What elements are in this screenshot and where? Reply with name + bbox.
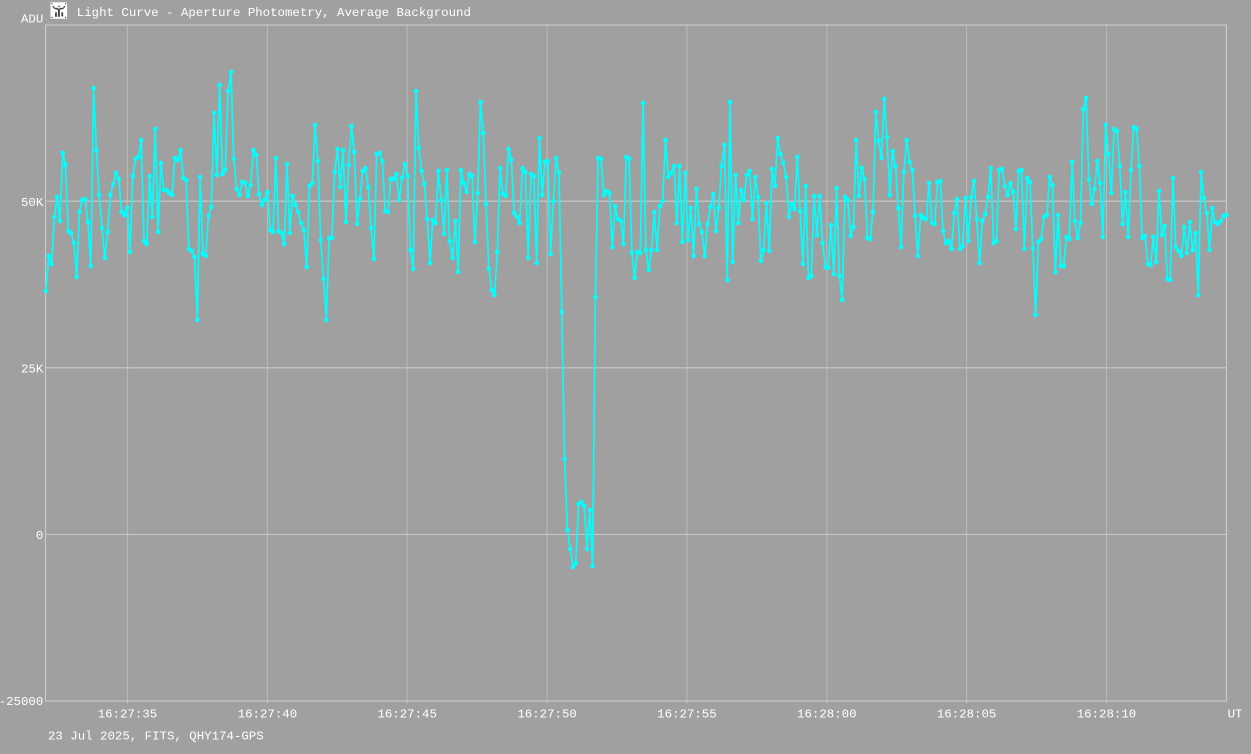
svg-text:16:27:35: 16:27:35	[98, 708, 158, 722]
svg-text:16:28:05: 16:28:05	[937, 708, 997, 722]
svg-text:25K: 25K	[21, 362, 44, 376]
svg-text:16:28:00: 16:28:00	[797, 708, 857, 722]
svg-text:16:28:10: 16:28:10	[1077, 708, 1137, 722]
svg-text:50K: 50K	[21, 196, 44, 210]
svg-text:ADU: ADU	[21, 12, 43, 26]
svg-text:16:27:55: 16:27:55	[657, 708, 717, 722]
svg-text:UT: UT	[1228, 708, 1243, 722]
svg-text:16:27:50: 16:27:50	[517, 708, 577, 722]
svg-text:16:27:40: 16:27:40	[238, 708, 298, 722]
svg-text:Light Curve - Aperture Photome: Light Curve - Aperture Photometry, Avera…	[77, 6, 471, 20]
svg-text:0: 0	[36, 529, 43, 543]
svg-text:-25000: -25000	[0, 695, 43, 709]
svg-text:16:27:45: 16:27:45	[377, 708, 437, 722]
svg-text:23 Jul 2025, FITS, QHY174-GPS: 23 Jul 2025, FITS, QHY174-GPS	[48, 730, 264, 744]
